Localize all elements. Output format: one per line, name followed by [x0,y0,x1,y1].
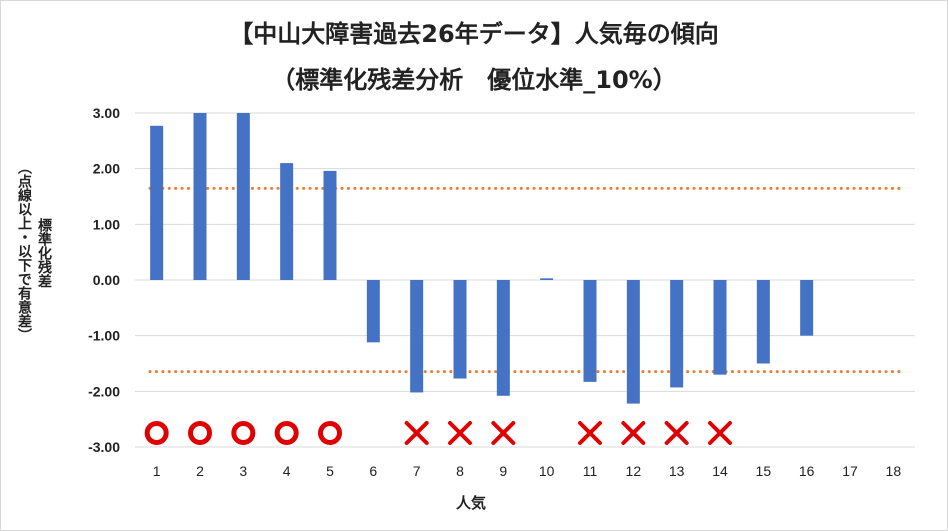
circle-marker [274,421,299,445]
x-tick-label: 18 [886,463,902,479]
y-axis-title-line2: （点線以上・以下で有意差） [16,160,32,342]
result-markers [144,421,732,445]
y-axis-title-line1: 標準化残差 [36,218,52,288]
x-tick-label: 1 [153,463,161,479]
x-tick-label: 6 [369,463,377,479]
x-tick-label: 11 [583,463,598,479]
cross-marker [664,421,689,445]
x-tick-label: 10 [539,463,555,479]
x-tick-label: 9 [499,463,507,479]
bar-4 [280,163,294,280]
bar-15 [756,280,770,364]
x-tick-label: 17 [842,463,858,479]
x-tick-label: 14 [712,463,728,479]
bar-9 [496,280,510,396]
x-tick-label: 13 [669,463,685,479]
x-tick-label: 4 [283,463,291,479]
y-axis-ticks: 3.00 2.00 1.00 0.00 -1.00 -2.00 -3.00 [88,105,120,455]
bar-11 [583,280,597,382]
x-tick-label: 12 [626,463,642,479]
x-tick-label: 15 [756,463,772,479]
bar-5 [323,170,337,280]
x-tick-label: 16 [799,463,815,479]
bar-16 [800,280,814,336]
cross-marker [491,421,516,445]
bar-6 [366,280,380,343]
bar-2 [193,113,207,280]
x-tick-label: 8 [456,463,464,479]
y-tick-label: 1.00 [93,216,120,232]
x-tick-label: 3 [239,463,247,479]
bar-13 [670,280,684,388]
cross-marker [404,421,429,445]
chart-title: 【中山大障害過去26年データ】人気毎の傾向 [229,20,719,48]
y-tick-label: 0.00 [93,272,120,288]
y-tick-label: -3.00 [88,439,120,455]
x-tick-label: 5 [326,463,334,479]
circle-marker [188,421,212,445]
y-tick-label: 3.00 [93,105,120,121]
x-axis-ticks: 1 2 3 4 5 6 7 8 9 10 11 12 13 14 15 16 17 18 [153,463,902,479]
bar-14 [713,280,727,375]
gridlines [135,112,915,448]
bar-10 [540,278,554,280]
bar-12 [626,280,640,404]
bar-8 [453,280,467,379]
cross-marker [621,421,646,445]
cross-marker [708,421,732,445]
y-tick-label: 2.00 [93,161,120,177]
bars [150,113,814,404]
y-tick-label: -2.00 [88,383,120,399]
y-axis-title: 標準化残差 （点線以上・以下で有意差） [14,160,54,420]
x-tick-label: 2 [196,463,204,479]
cross-marker [448,421,472,445]
bar-1 [150,125,164,280]
cross-marker [578,421,602,445]
circle-marker [318,421,342,445]
circle-marker [231,421,256,445]
bar-3 [236,113,250,280]
bar-7 [410,280,424,393]
circle-marker [144,421,169,445]
x-axis-title: 人気 [456,494,486,512]
y-tick-label: -1.00 [88,328,120,344]
threshold-lines [148,186,904,374]
chart-subtitle: （標準化残差分析 優位水準_10%） [271,66,677,94]
x-tick-label: 7 [413,463,421,479]
